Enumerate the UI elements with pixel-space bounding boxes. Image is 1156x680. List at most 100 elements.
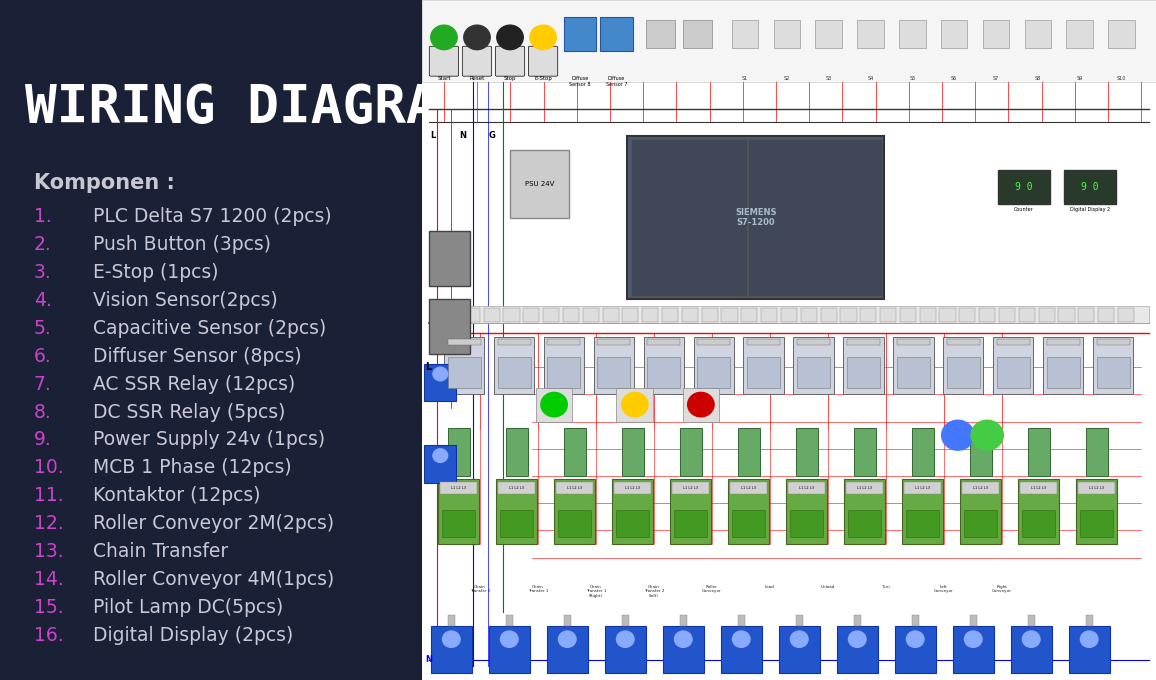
Text: 3.: 3. [34, 263, 52, 282]
Bar [447, 615, 455, 626]
Bar [510, 150, 569, 218]
Text: Load: Load [765, 585, 775, 589]
Circle shape [849, 631, 866, 647]
Text: S2: S2 [784, 76, 790, 81]
Bar [720, 626, 762, 673]
Bar [1046, 339, 1080, 345]
Bar [959, 308, 976, 322]
Text: Kontaktor (12pcs): Kontaktor (12pcs) [92, 486, 260, 505]
Bar [548, 357, 580, 388]
Bar [999, 308, 1015, 322]
Bar [422, 0, 1156, 82]
Text: Counter: Counter [1014, 207, 1033, 212]
Circle shape [497, 25, 524, 50]
Bar [964, 510, 996, 537]
Bar [847, 339, 880, 345]
Bar [496, 479, 538, 544]
Text: 9.: 9. [34, 430, 52, 449]
Text: Roller Conveyor 4M(1pcs): Roller Conveyor 4M(1pcs) [92, 570, 334, 589]
Text: S4: S4 [867, 76, 874, 81]
Bar [731, 482, 766, 494]
Bar [788, 482, 825, 494]
Text: Capacitive Sensor (2pcs): Capacitive Sensor (2pcs) [92, 319, 326, 338]
Text: Chain
Transfer 2
(left): Chain Transfer 2 (left) [644, 585, 665, 598]
Bar [741, 308, 757, 322]
Bar [424, 445, 457, 483]
Bar [1018, 308, 1035, 322]
Text: Roller
Conveyor: Roller Conveyor [702, 585, 721, 594]
Bar [996, 357, 1030, 388]
Bar [844, 479, 885, 544]
Text: G: G [488, 131, 495, 141]
Bar [1092, 337, 1133, 394]
Bar [1068, 626, 1110, 673]
Circle shape [733, 631, 750, 647]
Text: Vision Sensor(2pcs): Vision Sensor(2pcs) [92, 291, 277, 310]
Bar [429, 231, 469, 286]
Bar [795, 615, 803, 626]
Text: Digital Display 2: Digital Display 2 [1069, 207, 1110, 212]
Bar [524, 308, 540, 322]
Circle shape [434, 449, 447, 462]
FancyBboxPatch shape [429, 46, 459, 76]
Bar [547, 626, 588, 673]
Bar [904, 482, 941, 494]
Circle shape [558, 631, 576, 647]
Bar [697, 357, 731, 388]
Bar [906, 510, 939, 537]
Bar [680, 428, 702, 476]
Bar [912, 428, 934, 476]
Text: Stop: Stop [504, 76, 517, 81]
Bar [983, 20, 1009, 48]
Bar [594, 337, 635, 394]
Text: L: L [425, 362, 432, 372]
Text: L1 L2 L3: L1 L2 L3 [1031, 486, 1046, 490]
Text: Pilot Lamp DC(5pcs): Pilot Lamp DC(5pcs) [92, 598, 283, 617]
Bar [1085, 615, 1092, 626]
Circle shape [434, 367, 447, 381]
Bar [1076, 479, 1117, 544]
Bar [543, 337, 584, 394]
Bar [743, 337, 784, 394]
Bar [497, 357, 531, 388]
Bar [979, 308, 995, 322]
Bar [733, 510, 765, 537]
Bar [535, 388, 572, 422]
Bar [447, 428, 469, 476]
Bar [505, 615, 513, 626]
Bar [970, 428, 992, 476]
Text: 16.: 16. [34, 626, 64, 645]
Bar [996, 339, 1030, 345]
Bar [673, 482, 709, 494]
Text: 15.: 15. [34, 598, 64, 617]
Bar [682, 20, 712, 48]
Bar [447, 357, 481, 388]
Bar [894, 337, 934, 394]
Text: 6.: 6. [34, 347, 52, 366]
Text: 9 0: 9 0 [1015, 182, 1032, 192]
Text: 13.: 13. [34, 542, 64, 561]
Text: S8: S8 [1035, 76, 1040, 81]
Text: L1 L2 L3: L1 L2 L3 [799, 486, 814, 490]
Circle shape [674, 631, 692, 647]
Circle shape [431, 25, 457, 50]
Bar [947, 339, 980, 345]
Text: L1 L2 L3: L1 L2 L3 [973, 486, 988, 490]
Text: DC SSR Relay (5pcs): DC SSR Relay (5pcs) [92, 403, 286, 422]
Bar [761, 308, 777, 322]
Bar [598, 339, 630, 345]
Bar [1022, 510, 1054, 537]
Bar [801, 308, 817, 322]
Bar [447, 339, 481, 345]
Bar [796, 357, 830, 388]
Bar [793, 337, 833, 394]
Bar [920, 308, 936, 322]
Circle shape [688, 392, 714, 417]
Text: Diffuse
Sensor 7: Diffuse Sensor 7 [606, 76, 628, 87]
Circle shape [622, 392, 649, 417]
Bar [1046, 357, 1080, 388]
Text: Right
Conveyor: Right Conveyor [992, 585, 1012, 594]
Text: N: N [425, 655, 432, 664]
Bar [941, 20, 968, 48]
Bar [622, 428, 644, 476]
